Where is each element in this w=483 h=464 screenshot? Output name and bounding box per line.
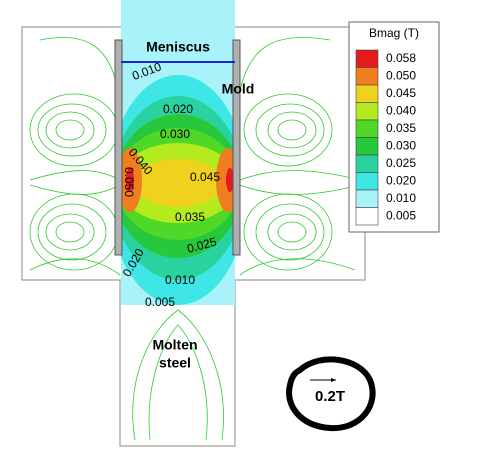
legend-label: 0.050 [386,69,416,83]
contour-field [121,0,235,305]
legend-swatch [355,84,379,103]
label: Mold [222,81,255,97]
label: steel [159,355,191,371]
legend-swatch [355,172,379,191]
legend-swatch [355,49,379,68]
legend-label: 0.025 [386,156,416,170]
legend-swatch [355,137,379,156]
label: Meniscus [146,39,210,55]
contour-label: 0.045 [190,170,220,184]
scale-label: 0.2T [315,388,345,405]
legend-label: 0.030 [386,139,416,153]
contour-label: 0.020 [163,102,193,116]
legend-swatch [355,154,379,173]
legend-title: Bmag (T) [369,26,419,40]
legend-label: 0.045 [386,86,416,100]
legend-swatch [355,67,379,86]
mold-wall [114,39,123,256]
legend-label: 0.040 [386,104,416,118]
legend-label: 0.020 [386,174,416,188]
legend-label: 0.010 [386,191,416,205]
label: Molten [152,337,197,353]
mold-wall [232,39,241,256]
legend-swatch [355,189,379,208]
contour-label: 0.035 [175,210,205,224]
contour-label: 0.050 [122,167,136,197]
legend-swatch [355,102,379,121]
legend-label: 0.058 [386,51,416,65]
legend-label: 0.005 [386,209,416,223]
scale: 0.2T [286,356,376,432]
legend-swatch [355,207,379,226]
contour-label: 0.030 [160,127,190,141]
legend-swatch [355,119,379,138]
contour-label: 0.010 [165,273,195,287]
contour-label: 0.005 [145,295,175,309]
legend: Bmag (T) 0.058 0.050 0.045 0.040 0.035 0.030 0… [348,21,440,233]
legend-label: 0.035 [386,121,416,135]
